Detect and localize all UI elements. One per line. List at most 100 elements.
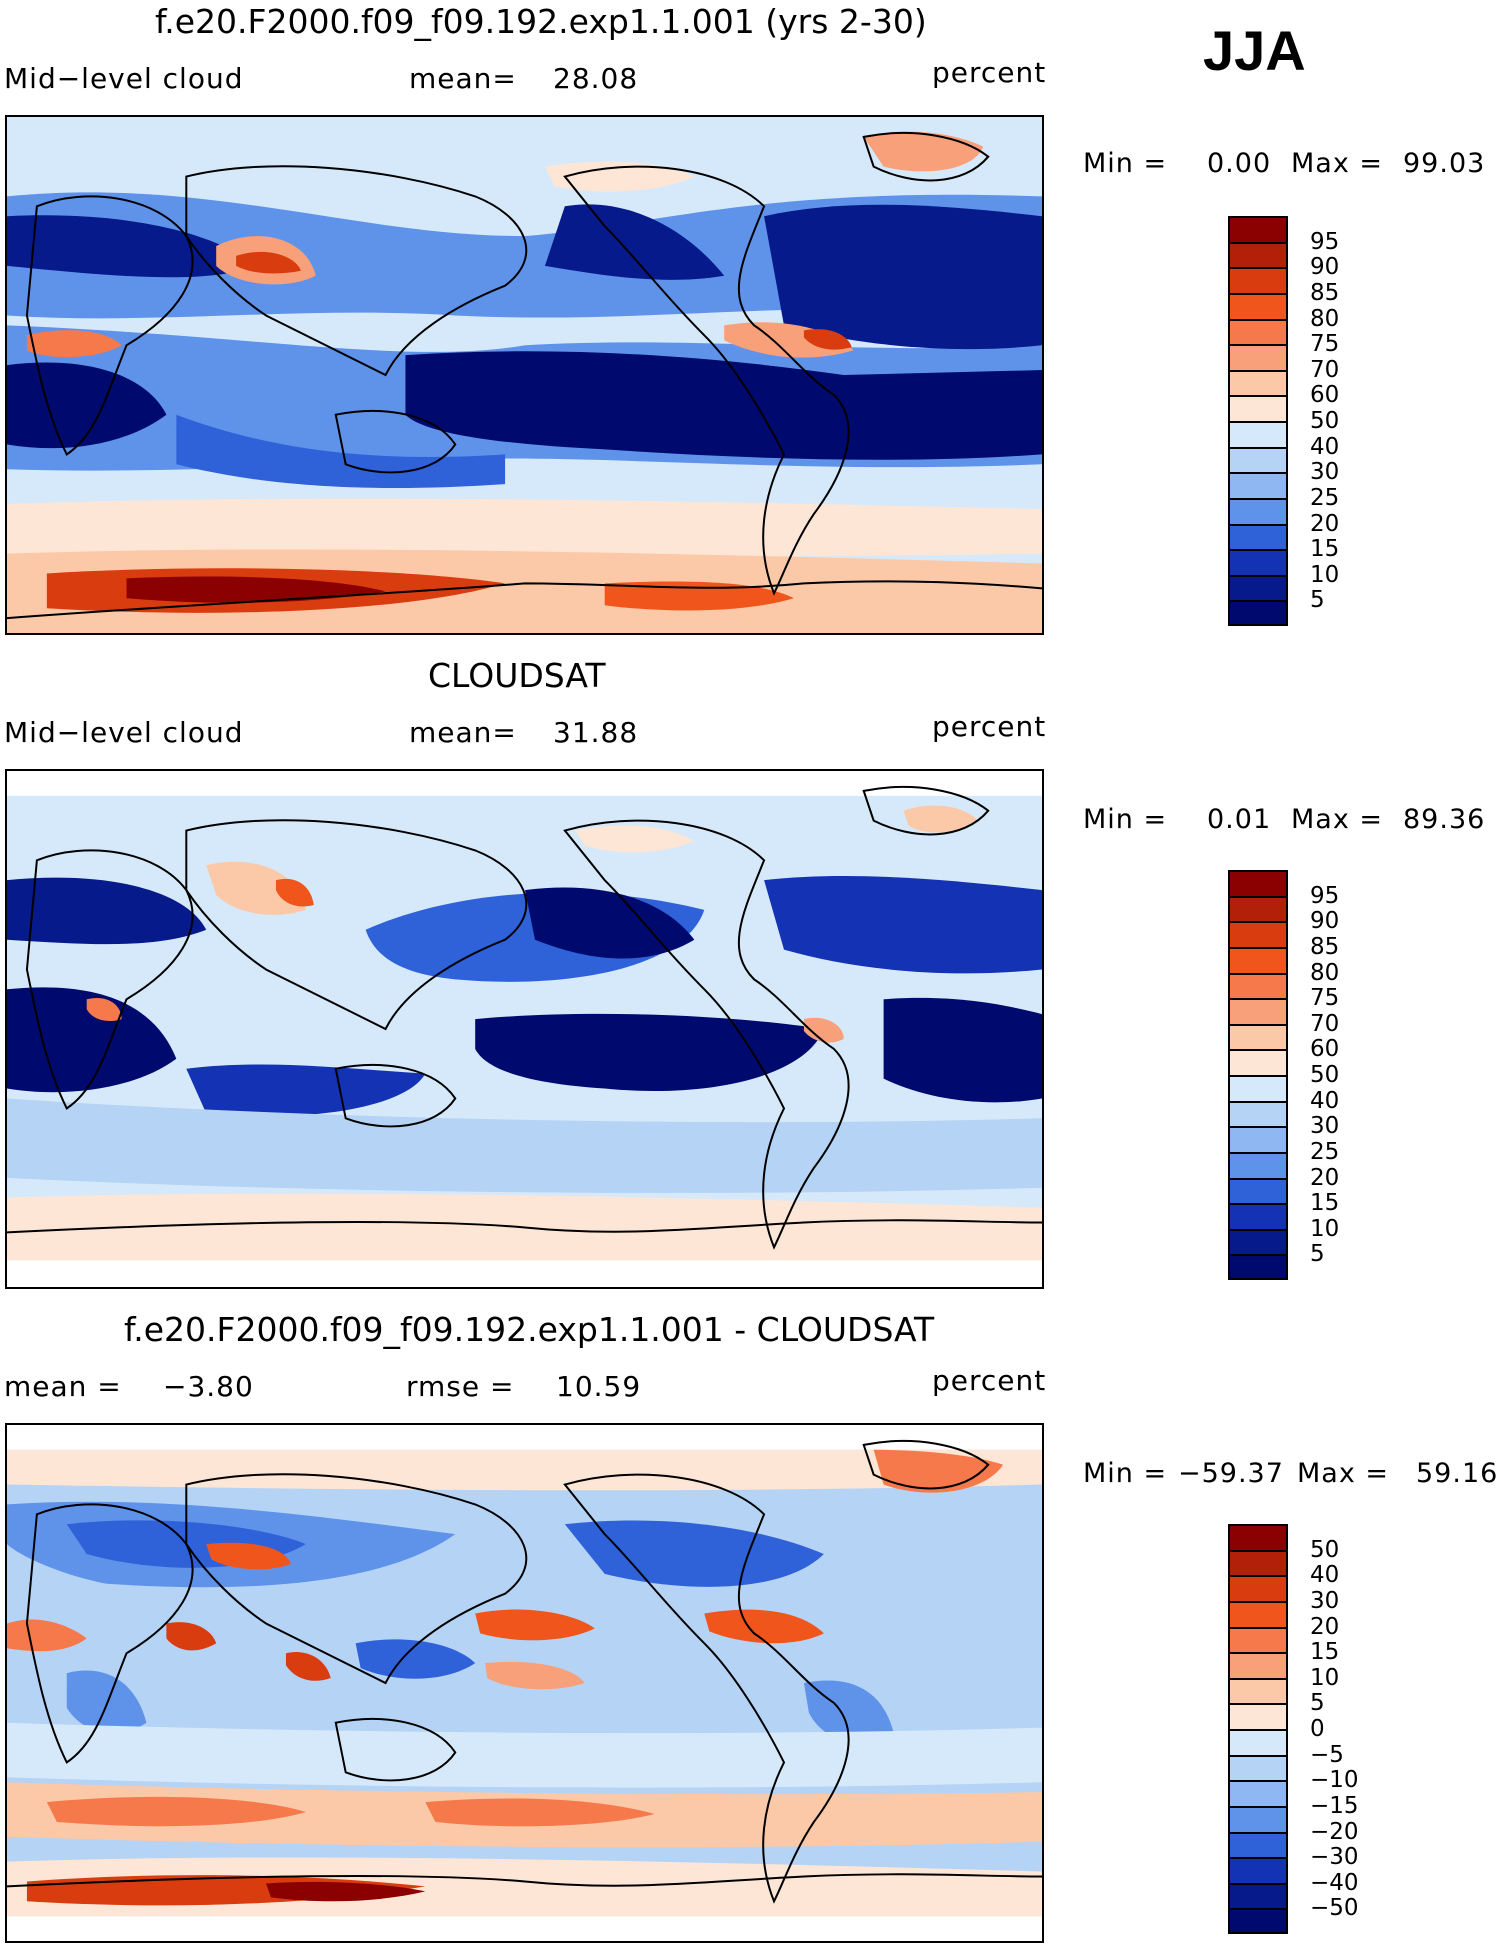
colorbar-box	[1228, 1023, 1288, 1050]
panel1-max-value: 99.03	[1403, 148, 1486, 179]
colorbar-label: 10	[1310, 1664, 1340, 1691]
colorbar-label: 50	[1310, 1536, 1340, 1563]
colorbar-label: 40	[1310, 1562, 1340, 1589]
colorbar-box	[1228, 1600, 1288, 1627]
colorbar-label: 5	[1310, 1690, 1325, 1717]
colorbar-label: −5	[1310, 1741, 1344, 1768]
colorbar-label: −10	[1310, 1767, 1359, 1794]
colorbar-box	[1228, 549, 1288, 575]
colorbar-box	[1228, 1831, 1288, 1858]
colorbar-box	[1228, 1049, 1288, 1075]
colorbar-box	[1228, 344, 1288, 370]
colorbar-box	[1228, 497, 1288, 524]
panel3-min-label: Min =	[1083, 1458, 1168, 1489]
colorbar-box	[1228, 1677, 1288, 1704]
colorbar-box	[1228, 1228, 1288, 1255]
colorbar-label: 40	[1310, 433, 1340, 460]
colorbar-box	[1228, 369, 1288, 396]
panel2-max-value: 89.36	[1403, 804, 1486, 835]
colorbar-label: 90	[1310, 908, 1340, 935]
colorbar-box	[1228, 1100, 1288, 1127]
panel1-colorbar	[1228, 216, 1288, 626]
colorbar-label: 20	[1310, 510, 1340, 537]
panel3-title: f.e20.F2000.f09_f09.192.exp1.1.001 - CLO…	[124, 1310, 935, 1349]
panel2-min-label: Min =	[1083, 804, 1168, 835]
colorbar-box	[1228, 318, 1288, 345]
colorbar-label: 50	[1310, 1062, 1340, 1088]
colorbar-box	[1228, 267, 1288, 293]
colorbar-box	[1228, 972, 1288, 999]
colorbar-label: 25	[1310, 484, 1340, 511]
colorbar-box	[1228, 1780, 1288, 1806]
colorbar-label: 5	[1310, 587, 1325, 614]
colorbar-box	[1228, 1075, 1288, 1101]
colorbar-box	[1228, 1908, 1288, 1934]
colorbar-box	[1228, 1626, 1288, 1653]
panel3-rmse-value: 10.59	[556, 1370, 642, 1403]
colorbar-label: 15	[1310, 1639, 1340, 1666]
colorbar-box	[1228, 1524, 1288, 1550]
colorbar-box	[1228, 946, 1288, 973]
colorbar-box	[1228, 870, 1288, 896]
colorbar-label: 95	[1310, 228, 1340, 255]
colorbar-box	[1228, 1575, 1288, 1601]
colorbar-box	[1228, 446, 1288, 473]
panel2-max-label: Max =	[1291, 804, 1384, 835]
panel3-min-value: −59.37	[1178, 1458, 1284, 1489]
panel1-units: percent	[932, 56, 1047, 89]
colorbar-label: 5	[1310, 1241, 1325, 1268]
colorbar-box	[1228, 1652, 1288, 1678]
colorbar-label: 85	[1310, 279, 1340, 306]
colorbar-box	[1228, 600, 1288, 626]
colorbar-label: 40	[1310, 1087, 1340, 1114]
colorbar-box	[1228, 241, 1288, 268]
colorbar-label: 25	[1310, 1138, 1340, 1165]
season-label: JJA	[1203, 19, 1306, 82]
colorbar-label: 50	[1310, 408, 1340, 434]
panel1-variable: Mid−level cloud	[4, 62, 244, 95]
colorbar-label: 15	[1310, 1190, 1340, 1217]
colorbar-label: 10	[1310, 561, 1340, 588]
colorbar-label: 30	[1310, 459, 1340, 486]
colorbar-label: 75	[1310, 985, 1340, 1012]
panel1-mean-value: 28.08	[553, 62, 639, 95]
colorbar-box	[1228, 574, 1288, 601]
colorbar-box	[1228, 1805, 1288, 1832]
panel3-max-value: 59.16	[1416, 1458, 1499, 1489]
colorbar-label: 60	[1310, 1036, 1340, 1063]
colorbar-box	[1228, 292, 1288, 319]
colorbar-label: −40	[1310, 1869, 1359, 1896]
panel3-rmse-label: rmse =	[406, 1370, 515, 1403]
colorbar-label: −15	[1310, 1792, 1359, 1819]
panel1-mean-label: mean=	[409, 62, 517, 95]
panel2-units: percent	[932, 710, 1047, 743]
colorbar-box	[1228, 1703, 1288, 1729]
colorbar-box	[1228, 523, 1288, 550]
colorbar-label: 20	[1310, 1613, 1340, 1640]
colorbar-label: −20	[1310, 1818, 1359, 1845]
panel3-max-label: Max =	[1297, 1458, 1390, 1489]
colorbar-box	[1228, 1151, 1288, 1178]
colorbar-box	[1228, 1857, 1288, 1883]
colorbar-box	[1228, 1754, 1288, 1781]
panel2-title: CLOUDSAT	[428, 656, 606, 695]
colorbar-label: 10	[1310, 1215, 1340, 1242]
panel2-mean-label: mean=	[409, 716, 517, 749]
colorbar-label: −50	[1310, 1895, 1359, 1922]
colorbar-box	[1228, 1126, 1288, 1152]
colorbar-label: 15	[1310, 536, 1340, 563]
colorbar-label: 20	[1310, 1164, 1340, 1191]
colorbar-box	[1228, 1254, 1288, 1280]
colorbar-box	[1228, 1203, 1288, 1229]
colorbar-box	[1228, 895, 1288, 922]
colorbar-label: 75	[1310, 331, 1340, 358]
panel1-min-label: Min =	[1083, 148, 1168, 179]
panel1-min-value: 0.00	[1207, 148, 1272, 179]
colorbar-label: 85	[1310, 933, 1340, 960]
panel2-colorbar	[1228, 870, 1288, 1280]
panel3-mean-label: mean =	[4, 1370, 122, 1403]
colorbar-box	[1228, 1729, 1288, 1755]
panel1-title: f.e20.F2000.f09_f09.192.exp1.1.001 (yrs …	[155, 2, 927, 41]
colorbar-label: 70	[1310, 1010, 1340, 1037]
colorbar-label: 90	[1310, 254, 1340, 281]
